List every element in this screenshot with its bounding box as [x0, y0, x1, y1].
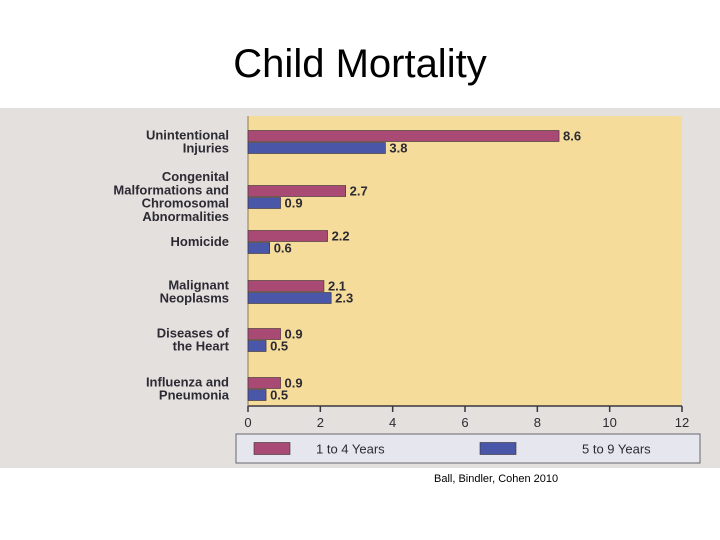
legend-swatch-series2 — [479, 442, 517, 455]
data-label: 0.9 — [285, 196, 303, 211]
category-label: Injuries — [183, 141, 229, 156]
data-label: 0.5 — [270, 339, 288, 354]
slide-title: Child Mortality — [233, 42, 487, 86]
data-label: 2.3 — [335, 291, 353, 306]
legend-box — [235, 433, 701, 464]
bar-series1 — [247, 230, 328, 242]
bar-series2 — [247, 292, 332, 304]
category-label: Homicide — [170, 234, 229, 249]
data-label: 2.1 — [328, 279, 346, 294]
category-label: the Heart — [173, 339, 230, 354]
data-label: 0.6 — [274, 241, 292, 256]
bar-series2 — [247, 242, 271, 254]
category-label: Congenital — [162, 169, 229, 184]
data-label: 0.5 — [270, 388, 288, 403]
legend-label: 5 to 9 Years — [582, 442, 651, 457]
bar-series1 — [247, 185, 346, 197]
category-label: Pneumonia — [159, 388, 230, 403]
bar-series2 — [247, 340, 267, 352]
legend-swatch-series1 — [253, 442, 291, 455]
category-label: Diseases of — [157, 325, 230, 340]
x-tick-label: 4 — [389, 415, 396, 430]
x-tick-label: 0 — [244, 415, 251, 430]
category-label: Abnormalities — [142, 209, 229, 224]
plot-area — [248, 116, 682, 406]
bar-series2 — [247, 389, 267, 401]
data-label: 0.9 — [285, 376, 303, 391]
bar-series1 — [247, 130, 560, 142]
category-label: Malformations and — [113, 182, 229, 197]
bar-series2 — [247, 142, 386, 154]
x-tick-label: 2 — [317, 415, 324, 430]
x-tick-label: 6 — [461, 415, 468, 430]
legend-label: 1 to 4 Years — [316, 442, 385, 457]
bar-series2 — [247, 197, 281, 209]
data-label: 2.2 — [332, 229, 350, 244]
category-label: Influenza and — [146, 374, 229, 389]
citation: Ball, Bindler, Cohen 2010 — [434, 473, 559, 485]
data-label: 3.8 — [389, 141, 407, 156]
data-label: 0.9 — [285, 327, 303, 342]
x-tick-label: 10 — [602, 415, 616, 430]
x-tick-label: 8 — [534, 415, 541, 430]
category-label: Neoplasms — [160, 291, 229, 306]
data-label: 2.7 — [350, 184, 368, 199]
bar-series1 — [247, 377, 281, 389]
category-label: Chromosomal — [142, 196, 229, 211]
x-tick-label: 12 — [675, 415, 689, 430]
bar-series1 — [247, 328, 281, 340]
data-label: 8.6 — [563, 129, 581, 144]
bar-series1 — [247, 280, 325, 292]
category-label: Unintentional — [146, 127, 229, 142]
category-label: Malignant — [168, 277, 229, 292]
